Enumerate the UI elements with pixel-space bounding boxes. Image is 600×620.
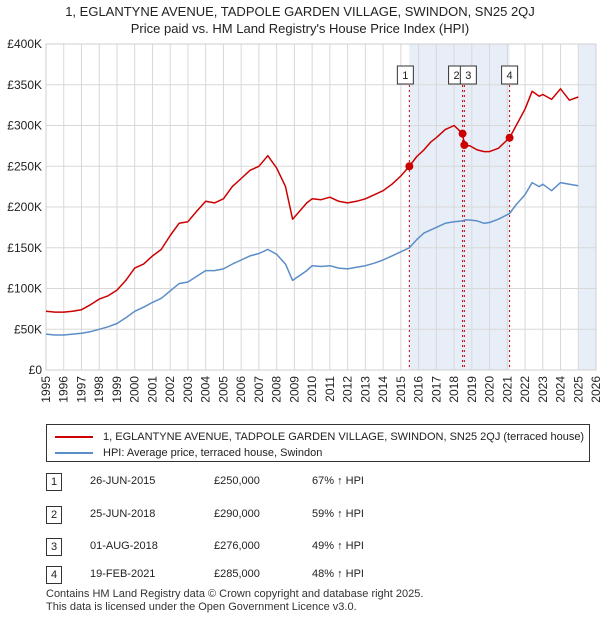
transaction-hpi-change: 59% ↑ HPI xyxy=(312,508,364,520)
transaction-date: 25-JUN-2018 xyxy=(90,508,156,520)
series-line-property xyxy=(45,88,579,313)
x-tick-label: 2019 xyxy=(465,376,479,403)
transaction-date: 26-JUN-2015 xyxy=(90,475,156,487)
sale-point xyxy=(460,141,469,150)
chart-title-subtitle: Price paid vs. HM Land Registry's House … xyxy=(130,21,470,36)
transaction-number: 4 xyxy=(46,566,62,584)
x-tick-label: 2026 xyxy=(589,376,600,403)
x-tick-label: 2022 xyxy=(518,376,532,403)
transaction-number: 3 xyxy=(46,538,62,556)
transaction-row: 4 19-FEB-2021 £285,000 48% ↑ HPI xyxy=(0,566,600,586)
x-tick-label: 2013 xyxy=(358,376,372,403)
x-tick-label: 1995 xyxy=(39,376,53,403)
transaction-date: 01-AUG-2018 xyxy=(90,540,158,552)
series-line-hpi xyxy=(45,181,579,336)
x-tick-label: 2023 xyxy=(536,376,550,403)
marker-box xyxy=(459,65,477,85)
marker-box xyxy=(396,65,414,85)
transaction-date: 19-FEB-2021 xyxy=(90,568,156,580)
plot-frame xyxy=(45,43,597,371)
legend: 1, EGLANTYNE AVENUE, TADPOLE GARDEN VILL… xyxy=(46,424,590,462)
transaction-hpi-change: 49% ↑ HPI xyxy=(312,540,364,552)
y-tick-label: £100K xyxy=(7,282,42,296)
x-tick-label: 2012 xyxy=(341,376,355,403)
transaction-price: £290,000 xyxy=(214,508,260,520)
y-tick-label: £50K xyxy=(14,322,42,336)
x-tick-label: 2014 xyxy=(376,376,390,403)
legend-item-property: 1, EGLANTYNE AVENUE, TADPOLE GARDEN VILL… xyxy=(55,429,584,445)
x-tick-label: 2018 xyxy=(447,376,461,403)
marker-box xyxy=(501,65,519,85)
legend-item-hpi: HPI: Average price, terraced house, Swin… xyxy=(55,445,322,461)
x-tick-label: 2004 xyxy=(199,376,213,403)
transaction-row: 1 26-JUN-2015 £250,000 67% ↑ HPI xyxy=(0,473,600,493)
marker-label: 4 xyxy=(507,70,513,82)
x-tick-label: 2025 xyxy=(571,376,585,403)
legend-line-property xyxy=(55,436,93,438)
y-tick-label: £400K xyxy=(7,37,42,51)
price-chart: £0 £50K £100K £150K £200K £250K £300K £350K £400… xyxy=(7,37,600,403)
x-tick-label: 2010 xyxy=(305,376,319,403)
legend-label-hpi: HPI: Average price, terraced house, Swin… xyxy=(103,447,323,459)
sale-point xyxy=(405,162,414,171)
x-tick-label: 2000 xyxy=(128,376,142,403)
marker-label: 3 xyxy=(465,70,471,82)
y-tick-label: £350K xyxy=(7,78,42,92)
footer-attribution: Contains HM Land Registry data © Crown c… xyxy=(46,588,423,614)
x-tick-label: 1999 xyxy=(110,376,124,403)
y-tick-label: £250K xyxy=(7,159,42,173)
sale-point xyxy=(458,129,467,138)
transaction-row: 3 01-AUG-2018 £276,000 49% ↑ HPI xyxy=(0,538,600,558)
x-tick-label: 2021 xyxy=(500,376,514,403)
y-tick-label: £150K xyxy=(7,241,42,255)
sale-point xyxy=(505,133,514,142)
x-tick-label: 2007 xyxy=(252,376,266,403)
x-tick-label: 2005 xyxy=(216,376,230,403)
y-tick-label: £0 xyxy=(29,363,43,377)
x-tick-label: 2002 xyxy=(163,376,177,403)
x-tick-label: 2020 xyxy=(483,376,497,403)
legend-label-property: 1, EGLANTYNE AVENUE, TADPOLE GARDEN VILL… xyxy=(103,431,585,443)
transaction-row: 2 25-JUN-2018 £290,000 59% ↑ HPI xyxy=(0,506,600,526)
x-tick-label: 2017 xyxy=(429,376,443,403)
x-tick-label: 1996 xyxy=(57,376,71,403)
y-tick-label: £200K xyxy=(7,200,42,214)
transaction-hpi-change: 67% ↑ HPI xyxy=(312,475,364,487)
x-tick-label: 2009 xyxy=(287,376,301,403)
marker-label: 1 xyxy=(402,70,408,82)
x-tick-label: 1998 xyxy=(92,376,106,403)
footer-copyright: Contains HM Land Registry data © Crown c… xyxy=(46,588,424,600)
transaction-hpi-change: 48% ↑ HPI xyxy=(312,568,364,580)
x-tick-label: 2011 xyxy=(323,376,337,402)
footer-licence: This data is licensed under the Open Gov… xyxy=(46,601,357,613)
transaction-number: 2 xyxy=(46,506,62,524)
transaction-price: £276,000 xyxy=(214,540,260,552)
marker-label: 2 xyxy=(454,70,460,82)
legend-line-hpi xyxy=(55,452,93,454)
x-tick-label: 2001 xyxy=(145,376,159,403)
x-tick-label: 2015 xyxy=(394,376,408,403)
x-tick-label: 2024 xyxy=(554,376,568,403)
x-tick-label: 1997 xyxy=(74,376,88,403)
transaction-price: £250,000 xyxy=(214,475,260,487)
chart-title-address: 1, EGLANTYNE AVENUE, TADPOLE GARDEN VILL… xyxy=(65,4,535,19)
x-tick-label: 2003 xyxy=(181,376,195,403)
transaction-number: 1 xyxy=(46,473,62,491)
x-tick-label: 2016 xyxy=(412,376,426,403)
x-tick-label: 2006 xyxy=(234,376,248,403)
x-tick-label: 2008 xyxy=(270,376,284,403)
transaction-price: £285,000 xyxy=(214,568,260,580)
y-tick-label: £300K xyxy=(7,119,42,133)
